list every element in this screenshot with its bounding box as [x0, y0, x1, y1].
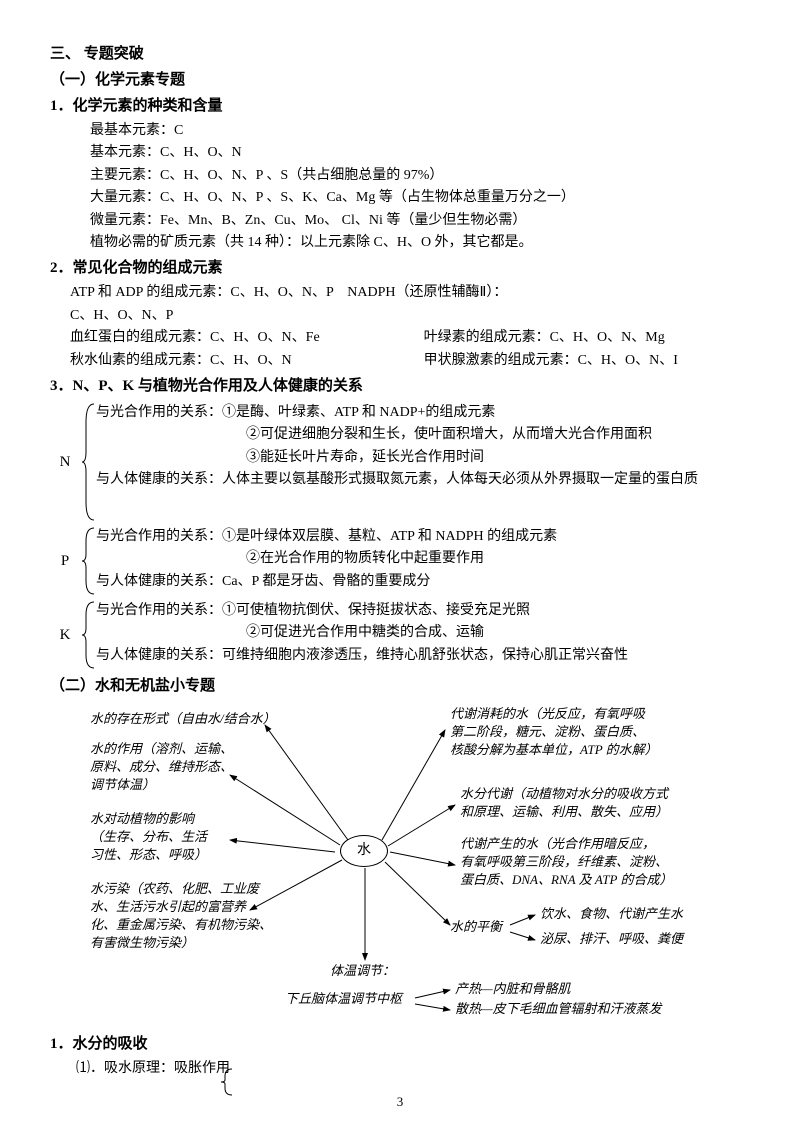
s1-l3: 主要元素：C、H、O、N、P 、S（共占细胞总量的 97%） — [50, 165, 750, 187]
p-l3: 与人体健康的关系：Ca、P 都是牙齿、骨骼的重要成分 — [96, 571, 750, 593]
diag-n6: 水分代谢（动植物对水分的吸收方式 和原理、运输、利用、散失、应用） — [460, 785, 730, 821]
s1-l5: 微量元素：Fe、Mn、B、Zn、Cu、Mo、 Cl、Ni 等（量少但生物必需） — [50, 210, 750, 232]
topic2-title: （二）水和无机盐小专题 — [50, 674, 750, 698]
s1-l2: 基本元素：C、H、O、N — [50, 142, 750, 164]
s2-row1-r: 叶绿素的组成元素：C、H、O、N、Mg — [424, 327, 750, 349]
s2-l2: C、H、O、N、P — [50, 305, 750, 327]
k-block: K 与光合作用的关系：①可使植物抗倒伏、保持挺拔状态、接受充足光照 ②可促进光合… — [50, 600, 750, 670]
diag-n5: 代谢消耗的水（光反应，有氧呼吸 第二阶段，糖元、淀粉、蛋白质、 核酸分解为基本单… — [450, 705, 710, 760]
s2-row2-r: 甲状腺激素的组成元素：C、H、O、N、I — [424, 350, 750, 372]
brace-icon — [80, 526, 96, 596]
p-label: P — [50, 526, 80, 596]
s2-row1-l: 血红蛋白的组成元素：C、H、O、N、Fe — [70, 327, 424, 349]
page-number: 3 — [50, 1092, 750, 1113]
s2-title: 2．常见化合物的组成元素 — [50, 256, 750, 280]
diag-n9-label: 体温调节： — [330, 962, 395, 980]
water-center: 水 — [340, 835, 388, 867]
s1-title: 1．化学元素的种类和含量 — [50, 94, 750, 118]
s2-row2-l: 秋水仙素的组成元素：C、H、O、N — [70, 350, 424, 372]
p-l1: 与光合作用的关系：①是叶绿体双层膜、基粒、ATP 和 NADPH 的组成元素 — [96, 526, 750, 548]
topic1-title: （一）化学元素专题 — [50, 68, 750, 92]
s2-l1: ATP 和 ADP 的组成元素：C、H、O、N、P NADPH（还原性辅酶Ⅱ）： — [50, 282, 750, 304]
n-l2: ②可促进细胞分裂和生长，使叶面积增大，从而增大光合作用面积 — [96, 424, 750, 446]
k-label: K — [50, 600, 80, 670]
water-diagram: 水 水的存在形式（自由水/结合水） 水的作用（溶剂、运输、 原料、成分、维持形态… — [50, 700, 750, 1030]
diag-n8-label: 水的平衡 — [450, 918, 502, 936]
n-block: N 与光合作用的关系：①是酶、叶绿素、ATP 和 NADP+的组成元素 ②可促进… — [50, 402, 750, 522]
s4-line: ⑴．吸水原理：吸胀作用 — [76, 1061, 230, 1076]
s3-title: 3．N、P、K 与植物光合作用及人体健康的关系 — [50, 374, 750, 398]
diag-n4: 水污染（农药、化肥、工业废 水、生活污水引起的富营养 化、重金属污染、有机物污染… — [90, 880, 290, 953]
brace-icon — [80, 402, 96, 522]
diag-n8-b: 泌尿、排汗、呼吸、粪便 — [540, 930, 683, 948]
s1-l6: 植物必需的矿质元素（共 14 种）：以上元素除 C、H、O 外，其它都是。 — [50, 232, 750, 254]
k-l2: ②可促进光合作用中糖类的合成、运输 — [96, 622, 750, 644]
brace-icon — [80, 600, 96, 670]
brace-icon — [220, 1068, 234, 1104]
s1-l1: 最基本元素：C — [50, 120, 750, 142]
k-l1: 与光合作用的关系：①可使植物抗倒伏、保持挺拔状态、接受充足光照 — [96, 600, 750, 622]
p-block: P 与光合作用的关系：①是叶绿体双层膜、基粒、ATP 和 NADPH 的组成元素… — [50, 526, 750, 596]
p-l2: ②在光合作用的物质转化中起重要作用 — [96, 548, 750, 570]
diag-n1: 水的存在形式（自由水/结合水） — [90, 710, 310, 728]
diag-n2: 水的作用（溶剂、运输、 原料、成分、维持形态、 调节体温） — [90, 740, 260, 795]
diag-n3: 水对动植物的影响 （生存、分布、生活 习性、形态、呼吸） — [90, 810, 240, 865]
section-title: 三、 专题突破 — [50, 42, 750, 66]
diag-n9-b: 散热—皮下毛细血管辐射和汗液蒸发 — [455, 1000, 662, 1018]
diag-n9-a: 产热—内脏和骨骼肌 — [455, 980, 571, 998]
diag-n8-a: 饮水、食物、代谢产生水 — [540, 905, 683, 923]
diag-n7: 代谢产生的水（光合作用暗反应， 有氧呼吸第三阶段，纤维素、淀粉、 蛋白质、DNA… — [460, 835, 720, 890]
n-label: N — [50, 402, 80, 522]
n-l1: 与光合作用的关系：①是酶、叶绿素、ATP 和 NADP+的组成元素 — [96, 402, 750, 424]
n-l4: 与人体健康的关系：人体主要以氨基酸形式摄取氮元素，人体每天必须从外界摄取一定量的… — [96, 469, 750, 491]
s1-l4: 大量元素：C、H、O、N、P 、S、K、Ca、Mg 等（占生物体总重量万分之一） — [50, 187, 750, 209]
diag-n9-main: 下丘脑体温调节中枢 — [285, 990, 402, 1008]
s4-title: 1．水分的吸收 — [50, 1032, 750, 1056]
k-l3: 与人体健康的关系：可维持细胞内液渗透压，维持心肌舒张状态，保持心肌正常兴奋性 — [96, 645, 750, 667]
n-l3: ③能延长叶片寿命，延长光合作用时间 — [96, 447, 750, 469]
